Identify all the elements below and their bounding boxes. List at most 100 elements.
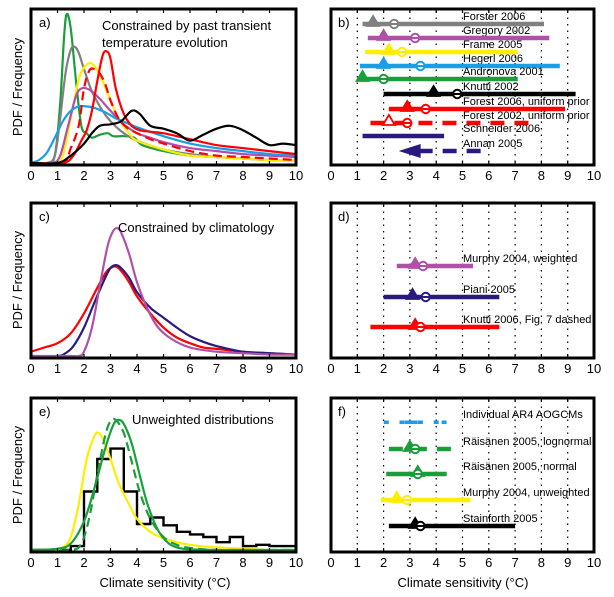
row-stainforth-2005: Stainforth 2005	[388, 513, 538, 532]
x-tick-label: 4	[133, 168, 140, 183]
row-forest-2002-uniform-prior: Forest 2002, uniform prior	[370, 110, 590, 129]
curve-forest-2006-uniform-prior	[31, 49, 297, 165]
x-tick-label: 3	[107, 555, 114, 570]
x-tick-label: 2	[80, 555, 87, 570]
panel-c-xticks: 0 1 2 3 4 5 6 7 8 9 10	[27, 204, 303, 376]
x-tick-label: 6	[485, 361, 492, 376]
model-point	[407, 420, 413, 424]
curve-murphy-2004-weighted	[32, 227, 297, 358]
panel-e-xticks: 0 1 2 3 4 5 6 7 8 9 10	[27, 399, 303, 570]
curve-r-is-nen-2005-lognormal	[31, 417, 296, 552]
panel-c: PDF / Frequency c) Constrained by climat…	[10, 201, 303, 376]
x-tick-label: 1	[54, 555, 61, 570]
x-tick-label: 2	[80, 361, 87, 376]
row-label: Andronova 2001	[463, 66, 544, 78]
panel-b-plot: Forster 2006 Gregory 2002 Frame 2005 Hegerl…	[354, 11, 590, 158]
panel-e-xlabel: Climate sensitivity (°C)	[100, 575, 231, 590]
x-tick-label: 8	[239, 361, 246, 376]
x-tick-label: 5	[459, 361, 466, 376]
panel-e-plot	[30, 417, 297, 552]
row-label: Gregory 2002	[463, 25, 530, 37]
row-label: Annan 2005	[463, 138, 522, 150]
mode-marker	[365, 14, 381, 27]
x-tick-label: 3	[406, 168, 413, 183]
x-tick-label: 0	[27, 361, 34, 376]
curve-gregory-2002	[31, 86, 297, 165]
model-point	[399, 420, 405, 424]
x-tick-label: 3	[406, 555, 413, 570]
mode-marker	[376, 56, 392, 69]
row-piani-2005: Piani 2005	[383, 284, 515, 303]
curve-knutti-2006-fig-7-dashed	[30, 265, 297, 356]
x-tick-label: 8	[538, 361, 545, 376]
x-tick-label: 2	[380, 168, 387, 183]
panel-c-title: Constrained by climatology	[118, 220, 275, 235]
row-hegerl-2006: Hegerl 2006	[359, 53, 560, 72]
x-tick-label: 2	[380, 361, 387, 376]
panel-f-xticks: 0 1 2 3 4 5 6 7 8 9 10	[327, 399, 601, 570]
x-tick-label: 8	[239, 555, 246, 570]
x-tick-label: 5	[459, 555, 466, 570]
x-tick-label: 7	[213, 168, 220, 183]
panel-d-grid	[356, 205, 569, 356]
row-label: Knutti 2002	[463, 81, 519, 93]
row-label: Individual AR4 AOGCMs	[463, 409, 583, 421]
curve-knutti-2002	[31, 109, 297, 165]
model-point	[404, 420, 410, 424]
mode-marker	[354, 69, 371, 82]
x-tick-label: 5	[459, 168, 466, 183]
row-label: Forest 2002, uniform prior	[463, 110, 590, 122]
x-tick-label: 8	[538, 168, 545, 183]
x-tick-label: 10	[587, 168, 601, 183]
model-point	[383, 420, 389, 424]
row-gregory-2002: Gregory 2002	[367, 25, 550, 44]
panel-f-label: f)	[338, 404, 346, 419]
row-label: Knutti 2006, Fig. 7 dashed	[463, 314, 591, 326]
x-tick-label: 1	[354, 555, 361, 570]
panel-d-label: d)	[338, 209, 350, 224]
x-tick-label: 10	[587, 555, 601, 570]
x-tick-label: 8	[538, 555, 545, 570]
mode-marker	[381, 42, 397, 55]
model-point	[433, 420, 439, 424]
panel-c-frame	[29, 201, 298, 360]
row-forest-2006-uniform-prior: Forest 2006, uniform prior	[388, 96, 590, 115]
panel-c-ylabel: PDF / Frequency	[10, 230, 25, 329]
panel-a-plot	[30, 12, 297, 166]
x-tick-label: 7	[213, 555, 220, 570]
x-tick-label: 9	[564, 361, 571, 376]
x-tick-label: 7	[511, 168, 518, 183]
x-tick-label: 4	[433, 361, 440, 376]
x-tick-label: 8	[239, 168, 246, 183]
mode-marker	[389, 490, 405, 503]
x-tick-label: 2	[380, 555, 387, 570]
x-tick-label: 9	[266, 555, 273, 570]
panel-a-frame	[29, 7, 298, 167]
x-tick-label: 10	[289, 555, 303, 570]
x-tick-label: 3	[406, 361, 413, 376]
x-tick-label: 10	[289, 361, 303, 376]
x-tick-label: 2	[80, 168, 87, 183]
x-tick-label: 5	[160, 555, 167, 570]
x-tick-label: 9	[564, 168, 571, 183]
x-tick-label: 5	[160, 168, 167, 183]
curve-piani-2005	[31, 263, 297, 358]
x-tick-label: 4	[133, 555, 140, 570]
x-tick-label: 10	[289, 168, 303, 183]
panel-b-label: b)	[338, 15, 350, 30]
curve-forest-2002-uniform-prior	[31, 67, 297, 166]
x-tick-label: 6	[186, 361, 193, 376]
curve-r-is-nen-2005-normal	[30, 418, 296, 552]
x-tick-label: 1	[354, 361, 361, 376]
row-label: Frame 2005	[463, 39, 522, 51]
panel-b: Forster 2006 Gregory 2002 Frame 2005 Hegerl…	[327, 7, 601, 183]
model-point	[417, 420, 423, 424]
arrow-left-icon	[398, 144, 421, 158]
x-tick-label: 9	[266, 361, 273, 376]
panel-e: PDF / Frequency e) Unweighted distributi…	[10, 396, 303, 590]
x-tick-label: 0	[27, 168, 34, 183]
row-label: Hegerl 2006	[463, 53, 523, 65]
row-label: Räisänen 2005, lognormal	[463, 436, 591, 448]
mode-marker	[425, 84, 442, 97]
curve-murphy-2004-unweighted	[31, 431, 297, 552]
